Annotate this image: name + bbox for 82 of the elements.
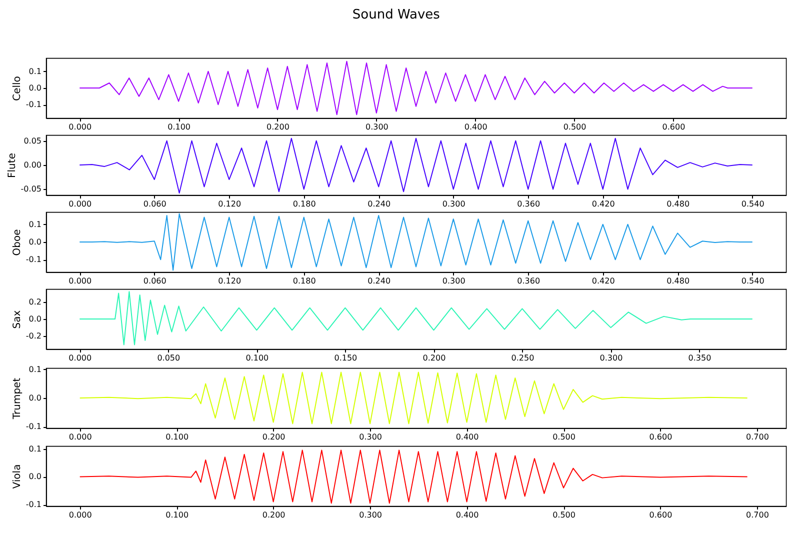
y-tick-label: -0.1 [26,100,42,110]
y-axis-title: Cello [12,76,23,101]
x-tick-label: 0.480 [666,200,690,208]
line-series [79,450,748,504]
line-series [79,291,753,346]
y-tick-label: 0.0 [28,394,42,402]
y-tick-label: -0.1 [26,255,42,264]
x-tick-label: 0.000 [68,276,92,286]
x-tick-label: 0.100 [246,354,269,362]
x-tick-label: 0.200 [262,510,286,520]
y-axis-title: Oboe [12,229,23,256]
x-tick-label: 0.000 [68,200,92,208]
x-tick-label: 0.100 [168,122,191,132]
x-tick-label: 0.600 [649,432,672,442]
y-tick-label: 0.1 [28,220,42,229]
x-tick-label: 0.540 [741,200,764,208]
x-tick-label: 0.180 [292,200,316,208]
chart-title: Sound Waves [352,8,440,23]
y-tick-label: 0.0 [28,472,42,482]
y-tick-label: 0.0 [28,238,42,246]
x-tick-label: 0.120 [218,276,242,286]
line-series [79,60,753,116]
x-tick-label: 0.600 [649,510,672,520]
x-tick-label: 0.200 [266,122,290,132]
x-tick-label: 0.200 [262,432,286,442]
x-tick-label: 0.150 [334,354,358,362]
x-tick-label: 0.250 [511,354,534,362]
line-series [79,372,748,424]
y-tick-label: 0.1 [28,444,42,454]
y-tick-label: 0.0 [28,84,42,92]
x-tick-label: 0.060 [143,200,166,208]
x-tick-label: 0.000 [68,122,92,132]
x-tick-label: 0.500 [552,432,576,442]
y-tick-label: -0.05 [20,184,42,194]
y-axis-title: Flute [6,153,18,178]
x-tick-label: 0.000 [68,432,92,442]
x-tick-label: 0.120 [218,200,242,208]
y-tick-label: -0.1 [26,500,42,510]
y-tick-label: 0.1 [28,364,42,374]
x-tick-label: 0.540 [741,276,764,286]
x-tick-label: 0.500 [552,510,576,520]
x-tick-label: 0.240 [368,276,391,286]
x-tick-label: 0.300 [365,122,388,132]
x-tick-label: 0.240 [368,200,391,208]
x-tick-label: 0.300 [359,432,382,442]
x-tick-label: 0.400 [456,432,479,442]
x-tick-label: 0.600 [662,122,686,132]
x-tick-label: 0.360 [517,276,540,286]
x-tick-label: 0.400 [456,510,479,520]
y-tick-label: 0.1 [28,66,42,76]
x-tick-label: 0.420 [592,276,615,286]
x-tick-label: 0.180 [292,276,316,286]
line-series [79,138,753,194]
y-axis-title: Trumpet [12,378,23,420]
x-tick-label: 0.060 [143,276,166,286]
y-axis-title: Sax [12,310,23,329]
x-tick-label: 0.480 [666,276,690,286]
x-tick-label: 0.300 [600,354,623,362]
x-tick-label: 0.300 [442,276,466,286]
x-tick-label: 0.000 [68,510,92,520]
x-tick-label: 0.500 [563,122,586,132]
y-tick-label: 0.00 [24,160,42,170]
x-tick-label: 0.200 [422,354,446,362]
x-tick-label: 0.300 [442,200,466,208]
x-tick-label: 0.350 [688,354,712,362]
x-tick-label: 0.700 [746,510,769,520]
x-tick-label: 0.700 [746,432,769,442]
x-tick-label: 0.100 [166,510,189,520]
y-tick-label: -0.1 [26,422,42,432]
x-tick-label: 0.360 [517,200,540,208]
y-tick-label: 0.2 [28,297,42,306]
y-axis-title: Viola [12,464,23,489]
x-tick-label: 0.300 [359,510,382,520]
x-tick-label: 0.000 [68,354,92,362]
x-tick-label: 0.100 [166,432,189,442]
line-series [79,213,753,271]
x-tick-label: 0.420 [592,200,615,208]
y-tick-label: -0.2 [26,332,42,341]
y-tick-label: 0.0 [28,314,42,324]
y-tick-label: 0.05 [24,136,42,146]
x-tick-label: 0.400 [464,122,488,132]
x-tick-label: 0.050 [157,354,180,362]
